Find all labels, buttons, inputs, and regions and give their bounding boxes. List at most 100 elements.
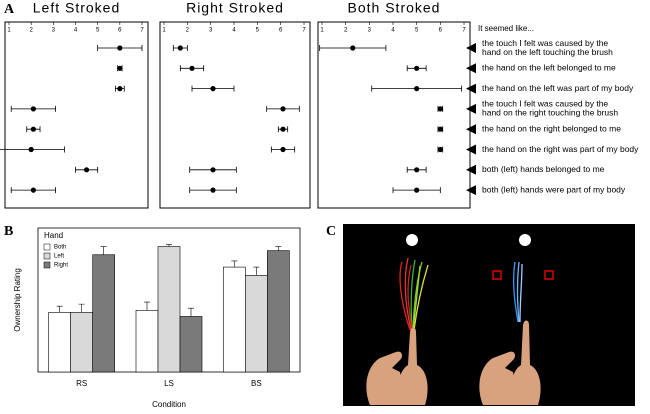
bar xyxy=(157,246,181,373)
x-tick-label: LS xyxy=(164,379,174,388)
x-tick-label: 6 xyxy=(439,28,443,34)
arrow-marker xyxy=(466,124,476,135)
plot-frame xyxy=(159,21,311,209)
legend-swatch xyxy=(43,252,51,260)
chart-title: Left Stroked xyxy=(33,0,121,16)
x-tick-label: 7 xyxy=(140,28,144,34)
bar xyxy=(245,275,268,373)
statement: hand on the left touching the brush xyxy=(482,47,613,57)
dot xyxy=(280,106,286,112)
statement: the touch I felt was caused by the xyxy=(482,38,608,48)
bar xyxy=(70,312,93,373)
bar xyxy=(135,309,159,373)
statement: the hand on the right belonged to me xyxy=(482,123,621,133)
error-bar xyxy=(56,305,63,313)
x-axis-label: Condition xyxy=(152,400,186,409)
x-tick-label: 1 xyxy=(7,28,11,34)
x-tick-label: 2 xyxy=(29,28,33,34)
dot xyxy=(414,187,420,193)
dot xyxy=(117,86,123,92)
x-tick-label: 7 xyxy=(302,28,306,34)
plot-frame xyxy=(317,21,471,209)
x-tick-label: 7 xyxy=(462,28,466,34)
error-bar xyxy=(166,244,172,247)
dot xyxy=(30,187,36,193)
x-tick-label: 5 xyxy=(415,28,419,34)
dot xyxy=(28,146,34,153)
legend-swatch xyxy=(43,243,51,251)
dot xyxy=(30,126,36,132)
legend-title: Hand xyxy=(44,231,63,240)
x-tick-label: 1 xyxy=(320,28,324,34)
error-bar xyxy=(275,246,282,251)
x-tick-label: 1 xyxy=(162,28,166,34)
dot xyxy=(210,86,216,92)
x-tick-label: 4 xyxy=(232,28,236,34)
x-tick-label: 5 xyxy=(256,28,260,34)
x-tick-label: 2 xyxy=(344,28,348,34)
error-bar xyxy=(231,260,238,268)
dot xyxy=(210,167,216,173)
x-tick-label: RS xyxy=(76,379,87,388)
arrow-marker xyxy=(466,144,476,155)
x-tick-label: 4 xyxy=(74,28,78,34)
x-tick-label: 4 xyxy=(391,28,395,34)
x-tick-label: 2 xyxy=(186,28,190,34)
legend-swatch xyxy=(43,261,51,269)
statement: both (left) hands belonged to me xyxy=(482,164,605,174)
dot xyxy=(414,167,420,173)
bar xyxy=(92,254,115,373)
dot xyxy=(117,45,123,51)
error-bar xyxy=(188,307,194,317)
x-tick-label: 5 xyxy=(96,28,100,34)
x-tick-label: BS xyxy=(251,379,262,388)
legend-label: Both xyxy=(54,245,66,251)
arrow-marker xyxy=(466,103,476,114)
legend-label: Right xyxy=(54,263,68,269)
arrow-marker xyxy=(466,83,476,94)
arrow-marker xyxy=(466,164,476,175)
dot xyxy=(350,45,356,51)
panel-label: C xyxy=(326,224,336,239)
chart-title: Right Stroked xyxy=(186,0,284,16)
bar xyxy=(267,250,290,373)
x-tick-label: 3 xyxy=(368,28,372,34)
dot xyxy=(414,86,420,92)
legend-label: Left xyxy=(54,254,64,260)
arrow-marker xyxy=(466,185,476,196)
bar xyxy=(223,266,246,373)
bar xyxy=(179,316,203,373)
dot xyxy=(414,65,420,71)
bar xyxy=(48,312,71,373)
dot xyxy=(437,106,443,112)
dot xyxy=(280,126,286,132)
chart-title: Both Stroked xyxy=(348,0,441,16)
dot xyxy=(280,146,286,153)
dot xyxy=(189,65,195,71)
x-tick-label: 6 xyxy=(118,28,122,34)
dot xyxy=(177,45,183,51)
statement: the hand on the right was part of my bod… xyxy=(482,144,639,154)
panel-label: A xyxy=(4,2,15,17)
x-tick-label: 3 xyxy=(52,28,56,34)
error-bar xyxy=(78,303,85,313)
statement: the hand on the left was part of my body xyxy=(482,83,634,93)
arrow-marker xyxy=(466,63,476,74)
statement: the touch I felt was caused by the xyxy=(482,99,608,109)
dot xyxy=(30,106,36,112)
statement: both (left) hands were part of my body xyxy=(482,184,626,194)
x-tick-label: 6 xyxy=(279,28,283,34)
dot xyxy=(437,126,443,132)
dot xyxy=(117,65,123,71)
y-axis-label: Ownership Rating xyxy=(13,268,22,332)
dot xyxy=(83,167,90,173)
row-header: It seemed like... xyxy=(478,24,534,33)
error-bar xyxy=(144,301,150,311)
photo xyxy=(343,224,635,406)
statement: the hand on the left belonged to me xyxy=(482,63,616,73)
panel-label: B xyxy=(4,224,13,239)
x-tick-label: 3 xyxy=(209,28,213,34)
statement: hand on the right touching the brush xyxy=(482,108,618,118)
dot xyxy=(210,187,216,193)
